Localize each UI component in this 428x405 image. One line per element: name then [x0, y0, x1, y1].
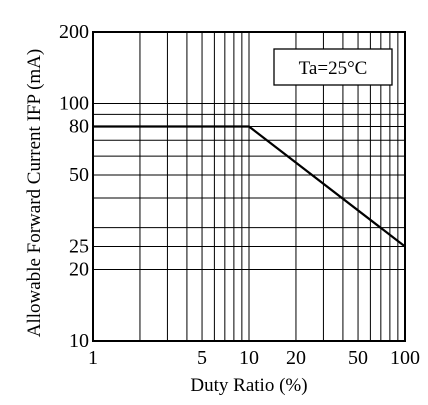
x-tick-label: 100 [390, 347, 420, 369]
x-axis-title: Duty Ratio (%) [190, 375, 307, 396]
y-tick-label: 50 [69, 164, 89, 186]
annotation-text: Ta=25°C [299, 58, 368, 79]
x-tick-label: 50 [348, 347, 368, 369]
x-tick-label: 1 [88, 347, 98, 369]
y-tick-label: 25 [69, 235, 89, 257]
y-tick-label: 80 [69, 116, 89, 138]
y-tick-label: 10 [69, 330, 89, 352]
x-tick-label: 20 [286, 347, 306, 369]
y-tick-label: 200 [59, 21, 89, 43]
x-tick-label: 10 [239, 347, 259, 369]
y-tick-label: 20 [69, 259, 89, 281]
x-tick-label: 5 [197, 347, 207, 369]
annotation-box: Ta=25°C [274, 49, 392, 85]
y-tick-label: 100 [59, 92, 89, 114]
y-axis-title: Allowable Forward Current IFP (mA) [24, 49, 45, 337]
